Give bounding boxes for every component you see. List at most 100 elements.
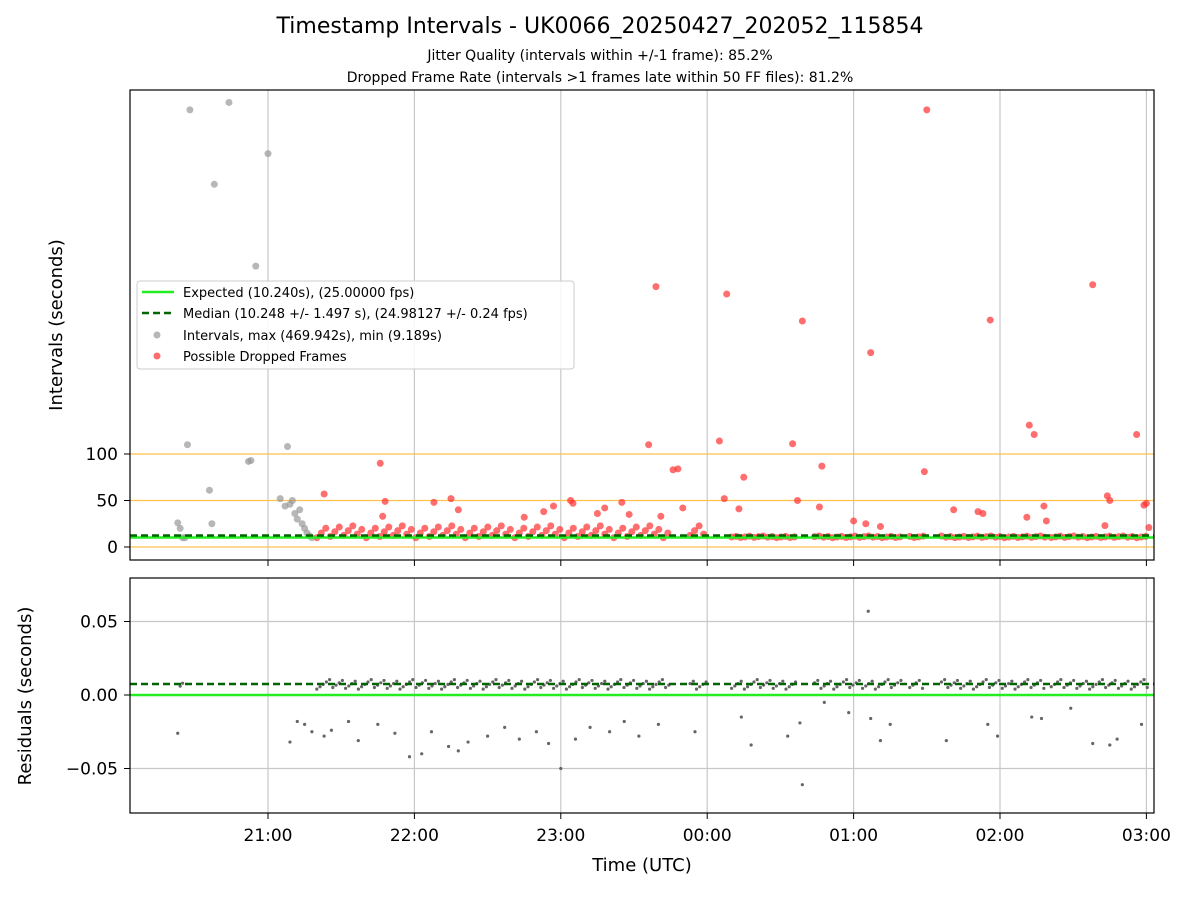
x-tick-label-2200: 22:00 xyxy=(390,826,439,846)
residual-band-point xyxy=(946,685,950,690)
dropped-frame-point xyxy=(789,440,797,448)
residual-band-point xyxy=(651,685,655,689)
dropped-frame-band-point xyxy=(569,524,577,532)
residual-point xyxy=(1069,706,1073,710)
residual-band-point xyxy=(526,685,530,689)
dropped-frame-band-point xyxy=(533,523,541,531)
threshold-lines xyxy=(130,453,1154,548)
residual-band-point xyxy=(742,687,747,691)
residual-point xyxy=(503,725,507,729)
dropped-frame-point xyxy=(950,506,958,514)
residual-band-point xyxy=(746,685,750,689)
legend-box xyxy=(136,280,575,370)
dropped-frame-band-point xyxy=(641,527,649,535)
dropped-frame-band-point xyxy=(385,523,393,531)
dropped-frame-point xyxy=(320,490,328,498)
residual-band-point xyxy=(590,678,594,683)
residual-band-point xyxy=(975,685,979,689)
dropped-frame-band-point xyxy=(322,524,330,532)
residual-point xyxy=(1108,743,1112,747)
bottom-y-tick-label: 0.00 xyxy=(80,686,118,706)
residual-band-point xyxy=(987,685,992,690)
residual-point xyxy=(376,722,380,727)
residual-band-point xyxy=(1084,679,1089,683)
residual-point xyxy=(178,684,182,688)
residual-band-point xyxy=(664,685,668,690)
residual-band-point xyxy=(548,678,553,683)
dropped-frame-point xyxy=(723,290,731,298)
residual-band-point xyxy=(1013,687,1017,691)
interval-point xyxy=(284,443,292,451)
residual-point xyxy=(466,740,470,744)
dropped-frame-band-point xyxy=(380,528,388,536)
residual-band-point xyxy=(984,678,988,682)
dropped-frame-point xyxy=(657,512,665,520)
residual-band-point xyxy=(694,687,699,691)
dropped-frame-band-point xyxy=(619,524,627,532)
residual-band-point xyxy=(860,686,865,690)
residual-band-point xyxy=(968,679,972,683)
residual-band-point xyxy=(955,678,960,683)
chart-subtitle-dropped: Dropped Frame Rate (intervals >1 frames … xyxy=(346,70,854,86)
dropped-frame-point xyxy=(593,510,601,518)
residual-band-point xyxy=(917,678,921,683)
residual-band-point xyxy=(819,686,823,690)
residual-band-point xyxy=(920,686,925,690)
residual-point xyxy=(322,734,326,738)
residual-band-point xyxy=(739,679,743,683)
residual-band-point xyxy=(832,687,836,691)
residual-point xyxy=(407,755,412,759)
residual-point xyxy=(786,734,790,738)
residual-point xyxy=(847,711,851,715)
residual-band-point xyxy=(1062,685,1066,690)
residual-point xyxy=(310,730,314,734)
x-tick-label-0000: 00:00 xyxy=(683,826,732,846)
residual-point xyxy=(1115,737,1119,741)
dropped-frame-band-point xyxy=(592,527,600,535)
dropped-frame-band-point xyxy=(655,525,663,533)
residual-band-point xyxy=(568,685,572,689)
residual-band-point xyxy=(539,685,543,690)
residual-band-point xyxy=(851,683,855,687)
dropped-frame-point xyxy=(549,502,557,510)
residual-band-point xyxy=(774,684,779,688)
residual-point xyxy=(573,737,578,741)
residual-band-point xyxy=(1116,686,1121,690)
residual-band-point xyxy=(328,678,332,682)
residual-band-point xyxy=(478,679,482,683)
residual-band-point xyxy=(962,684,966,688)
residual-band-point xyxy=(318,685,322,689)
interval-point xyxy=(247,457,255,465)
dropped-frame-band-point xyxy=(529,528,537,536)
residual-band-point xyxy=(593,686,597,690)
x-ticks: 21:00 22:00 23:00 00:00 01:00 02:00 03:00 xyxy=(244,560,1171,846)
residual-band-point xyxy=(644,679,649,683)
residual-band-point xyxy=(997,678,1001,683)
dropped-frame-point xyxy=(376,459,384,467)
dropped-frame-point xyxy=(379,512,387,520)
residual-band-point xyxy=(497,685,501,690)
residual-band-point xyxy=(691,679,695,683)
dropped-frame-band-point xyxy=(695,522,703,530)
residual-band-point xyxy=(1016,685,1020,689)
residual-band-point xyxy=(606,687,610,691)
dropped-frame-point xyxy=(850,517,858,525)
dropped-frame-point xyxy=(1089,281,1097,289)
legend-dropped-label: Possible Dropped Frames xyxy=(183,350,347,365)
top-y-axis-label: Intervals (seconds) xyxy=(46,239,67,411)
residual-point xyxy=(420,752,424,756)
residual-band-point xyxy=(844,678,849,682)
residual-band-point xyxy=(369,678,373,682)
interval-point xyxy=(183,441,191,449)
residual-band-point xyxy=(468,686,472,690)
residual-point xyxy=(656,722,661,727)
residual-band-point xyxy=(603,679,607,683)
residual-band-point xyxy=(698,685,702,689)
residual-band-point xyxy=(816,678,820,683)
residual-band-point xyxy=(994,681,998,685)
residual-band-point xyxy=(440,687,444,691)
residual-band-point xyxy=(324,680,328,684)
dropped-frame-band-point xyxy=(506,525,514,533)
residual-band-point xyxy=(510,686,514,690)
dropped-frame-point xyxy=(815,503,823,511)
